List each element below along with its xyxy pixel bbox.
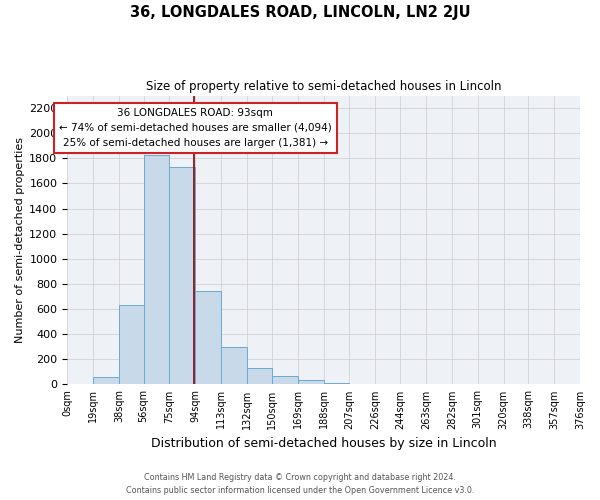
Bar <box>143 154 169 384</box>
Text: 36 LONGDALES ROAD: 93sqm
← 74% of semi-detached houses are smaller (4,094)
25% o: 36 LONGDALES ROAD: 93sqm ← 74% of semi-d… <box>59 108 332 148</box>
Bar <box>323 382 349 384</box>
Bar <box>93 377 119 384</box>
Bar <box>221 347 247 385</box>
Text: 36, LONGDALES ROAD, LINCOLN, LN2 2JU: 36, LONGDALES ROAD, LINCOLN, LN2 2JU <box>130 5 470 20</box>
Bar <box>196 292 221 384</box>
Bar <box>119 306 143 384</box>
Title: Size of property relative to semi-detached houses in Lincoln: Size of property relative to semi-detach… <box>146 80 502 93</box>
X-axis label: Distribution of semi-detached houses by size in Lincoln: Distribution of semi-detached houses by … <box>151 437 496 450</box>
Bar <box>272 376 298 384</box>
Y-axis label: Number of semi-detached properties: Number of semi-detached properties <box>15 137 25 343</box>
Bar <box>298 380 323 384</box>
Bar <box>247 368 272 384</box>
Text: Contains HM Land Registry data © Crown copyright and database right 2024.
Contai: Contains HM Land Registry data © Crown c… <box>126 474 474 495</box>
Bar <box>169 167 196 384</box>
